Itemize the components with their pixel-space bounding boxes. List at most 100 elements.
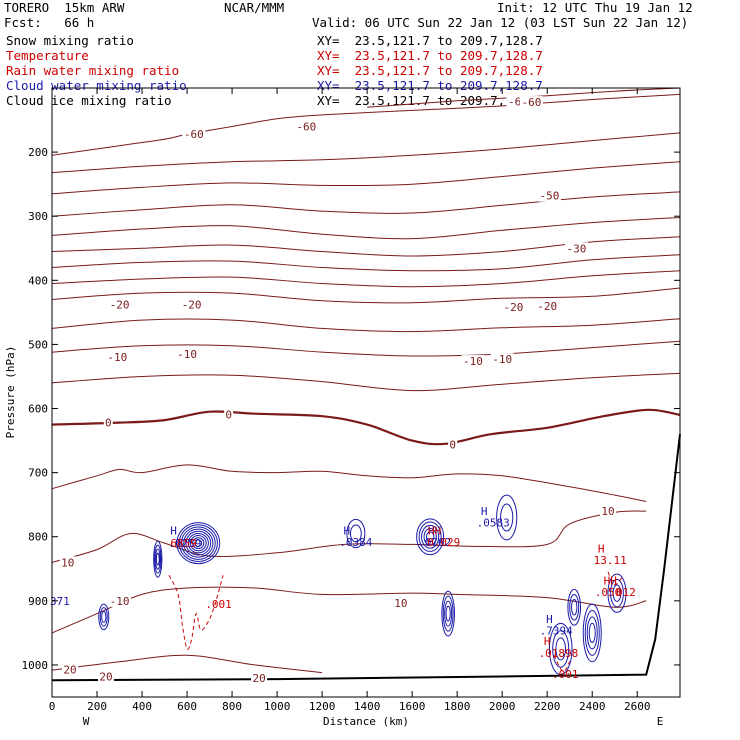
x-axis-west-label: W (83, 715, 90, 728)
temperature-contour-9 (51, 287, 681, 304)
cloud-water-cell-3-ring-1 (349, 524, 362, 543)
y-tick-label-1: 300 (28, 210, 48, 223)
cloud-water-cell-4-ring-4 (425, 531, 435, 543)
temperature-label-bg-6 (108, 298, 132, 311)
temperature-contour-7 (51, 254, 681, 272)
cloud-water-cell-6-ring-0 (496, 494, 518, 541)
cloud-water-cell-2-ring-0 (176, 522, 221, 565)
value-marker-4: 371 (50, 595, 70, 608)
org-label: NCAR/MMM (224, 0, 285, 15)
model-title: TORERO 15km ARW (4, 0, 125, 15)
temperature-label-bg-16 (448, 438, 458, 451)
x-tick-label-3: 600 (177, 700, 197, 713)
temperature-label-22: 20 (99, 670, 112, 683)
field-xy-rain: XY= 23.5,121.7 to 209.7,128.7 (317, 63, 543, 78)
temperature-contour-10 (51, 318, 681, 333)
rain-contour-2 (607, 571, 625, 586)
value-marker-12: .0583 (477, 517, 510, 530)
field-name-cloud-ice: Cloud ice mixing ratio (6, 93, 172, 108)
value-marker-17: 012 (616, 586, 636, 599)
cloud-water-cell-3-ring-0 (346, 518, 366, 549)
cloud-water-cell-5-ring-2 (444, 600, 453, 627)
temperature-label-11: -10 (177, 348, 197, 361)
x-tick-label-8: 1600 (399, 700, 426, 713)
cloud-water-cell-5-ring-3 (445, 605, 451, 622)
cloud-water-cell-2-ring-4 (185, 530, 212, 556)
cloud-water-cell-5-ring-1 (442, 595, 454, 632)
cloud-water-cell-8-ring-1 (584, 609, 600, 656)
temperature-label-bg-12 (461, 355, 485, 368)
cloud-water-cell-10-ring-1 (610, 578, 624, 608)
cloud-water-contours (98, 494, 627, 676)
rain-contour-0 (168, 574, 224, 650)
x-tick-label-5: 1000 (264, 700, 291, 713)
value-marker-7: HH (428, 524, 441, 537)
temperature-label-bg-10 (105, 351, 129, 364)
cloud-water-cell-9-ring-2 (555, 637, 567, 661)
temperature-contour-14 (51, 464, 647, 502)
valid-time: Valid: 06 UTC Sun 22 Jan 12 (03 LST Sun … (312, 15, 689, 30)
cloud-water-cell-2-ring-7 (192, 537, 205, 550)
cloud-water-cell-1-ring-1 (154, 544, 162, 574)
cloud-water-cell-0-ring-2 (101, 610, 107, 623)
cloud-water-cell-2-ring-3 (183, 528, 214, 558)
temperature-label-6: -20 (110, 299, 130, 312)
value-marker-3: .001 (205, 598, 232, 611)
field-xy-cloud-water: XY= 23.5,121.7 to 209.7,128.7 (317, 78, 543, 93)
value-marker-19: .7394 (540, 624, 573, 637)
cloud-water-cell-6-ring-1 (500, 503, 514, 532)
field-name-temperature: Temperature (6, 48, 89, 63)
value-marker-21: .01898 (539, 647, 579, 660)
cloud-water-cell-4-ring-2 (421, 524, 440, 549)
temperature-label-8: -20 (503, 301, 523, 314)
cloud-water-cell-4-ring-1 (418, 521, 442, 552)
y-tick-label-8: 1000 (22, 659, 49, 672)
temperature-label-18: 10 (601, 505, 614, 518)
value-marker-6: .0384 (339, 536, 372, 549)
temperature-contour-13 (51, 408, 681, 446)
value-marker-14: 13.11 (594, 554, 627, 567)
x-tick-label-2: 400 (132, 700, 152, 713)
temperature-label-17: 10 (61, 556, 74, 569)
value-marker-11: H (481, 505, 488, 518)
temperature-label-bg-18 (599, 505, 616, 518)
y-tick-label-3: 500 (28, 338, 48, 351)
temperature-label-bg-3 (519, 96, 543, 109)
cloud-water-cell-0-ring-1 (99, 607, 108, 627)
temperature-label-bg-8 (501, 301, 525, 314)
cloud-water-cell-10-ring-2 (612, 584, 622, 602)
temperature-label-1: -60 (296, 120, 316, 133)
value-marker-1: .0259 (168, 537, 201, 550)
field-name-snow: Snow mixing ratio (6, 33, 134, 48)
temperature-label-bg-5 (564, 242, 588, 255)
cloud-water-cell-5-ring-0 (441, 590, 455, 637)
y-tick-label-4: 600 (28, 403, 48, 416)
temperature-label-4: -50 (540, 190, 560, 203)
temperature-label-19: -10 (110, 595, 130, 608)
temperature-contour-5 (51, 217, 681, 240)
axes: 0 200 400 600 800 1000 1200 1400 1600 1800 2000 220… (22, 88, 680, 713)
y-tick-label-2: 400 (28, 274, 48, 287)
value-marker-16: .050 (595, 586, 622, 599)
rain-contours (168, 571, 625, 672)
cloud-water-cell-7-ring-2 (571, 599, 578, 616)
temperature-label-23: 20 (252, 672, 265, 685)
value-markers: H.02596859.001371H.0384HH.0762HH0.029H.0… (50, 505, 636, 681)
cloud-water-cell-2-ring-5 (187, 532, 209, 554)
x-tick-label-6: 1200 (309, 700, 336, 713)
temperature-contour-2 (51, 132, 681, 174)
temperature-contour-17 (51, 654, 323, 674)
x-tick-label-7: 1400 (354, 700, 381, 713)
cloud-water-cell-4-ring-0 (416, 518, 445, 556)
cloud-water-cell-10-ring-0 (607, 573, 627, 613)
terrain (51, 434, 681, 682)
y-tick-label-6: 800 (28, 531, 48, 544)
value-marker-8: .0762 (418, 536, 451, 549)
x-axis-label: Distance (km) (323, 715, 409, 728)
temperature-label-bg-14 (103, 416, 113, 429)
temperature-label-bg-9 (535, 299, 559, 312)
temperature-label-bg-15 (224, 408, 234, 421)
value-marker-9: HH (428, 524, 441, 537)
temperature-label-14: 0 (105, 417, 112, 430)
temperature-label-7: -20 (182, 299, 202, 312)
